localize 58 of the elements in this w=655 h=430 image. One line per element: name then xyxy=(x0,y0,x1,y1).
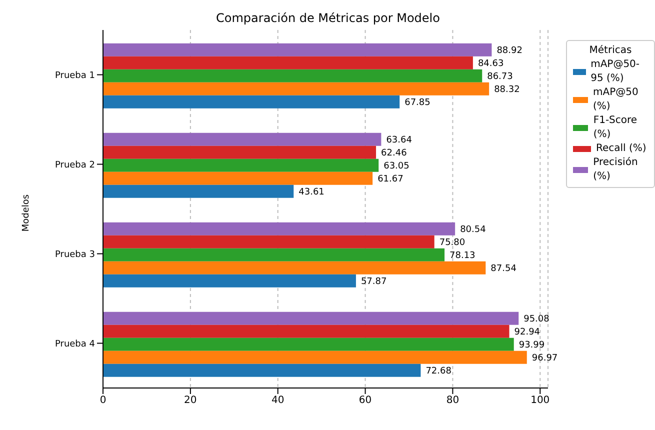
data-label: 86.73 xyxy=(487,72,513,82)
data-label: 43.61 xyxy=(298,188,324,198)
bar xyxy=(103,338,514,351)
bar xyxy=(103,56,473,70)
data-label: 87.54 xyxy=(490,264,517,274)
data-label: 93.99 xyxy=(518,340,545,351)
x-tick-label: 20 xyxy=(184,395,197,406)
x-tick-label: 60 xyxy=(358,395,372,406)
bar xyxy=(103,248,445,262)
y-axis-title: Modelos xyxy=(22,194,32,232)
bar xyxy=(103,132,382,146)
legend-label: mAP@50-95 (%) xyxy=(590,58,641,86)
data-label: 95.08 xyxy=(524,314,550,325)
bar xyxy=(103,158,379,172)
data-label: 63.05 xyxy=(384,162,410,172)
bar xyxy=(103,312,519,325)
x-tick-label: 0 xyxy=(100,395,106,406)
legend-label: Precisión (%) xyxy=(593,156,639,184)
bar xyxy=(103,261,486,274)
bar xyxy=(103,350,527,364)
data-label: 63.64 xyxy=(386,136,412,146)
y-tick-label: Prueba 3 xyxy=(54,250,95,260)
legend-label: Recall (%) xyxy=(596,142,646,156)
bar xyxy=(103,274,356,288)
x-tick-label: 80 xyxy=(446,395,460,406)
y-tick-label: Prueba 2 xyxy=(54,160,95,170)
legend-label: mAP@50 (%) xyxy=(593,86,640,114)
data-label: 62.46 xyxy=(381,148,408,159)
bar xyxy=(103,172,373,185)
bar xyxy=(103,146,376,159)
data-label: 88.32 xyxy=(494,85,520,96)
data-label: 57.87 xyxy=(360,277,387,288)
bar xyxy=(103,82,490,96)
bar xyxy=(103,184,294,198)
bar xyxy=(103,364,421,377)
chart-title: Comparación de Métricas por Modelo xyxy=(215,11,441,25)
data-label: 72.68 xyxy=(426,366,452,377)
data-label: 84.63 xyxy=(478,59,504,70)
data-label: 80.54 xyxy=(460,225,486,236)
data-label: 92.94 xyxy=(514,328,540,338)
bar xyxy=(103,324,510,338)
x-tick-label: 100 xyxy=(530,395,550,406)
data-label: 67.85 xyxy=(404,98,430,108)
legend-label: F1-Score (%) xyxy=(593,114,638,142)
x-tick-label: 40 xyxy=(271,395,284,406)
data-label: 78.13 xyxy=(450,251,476,262)
data-label: 88.92 xyxy=(496,46,522,56)
legend-title: Métricas xyxy=(588,44,633,58)
bar xyxy=(103,222,456,236)
bar xyxy=(103,69,482,82)
data-label: 96.97 xyxy=(532,354,558,364)
data-label: 75.80 xyxy=(439,238,466,248)
y-tick-label: Prueba 1 xyxy=(54,70,95,81)
bar xyxy=(103,95,400,108)
y-tick-label: Prueba 4 xyxy=(54,339,96,350)
data-label: 61.67 xyxy=(378,174,404,185)
bar xyxy=(103,43,492,56)
bar xyxy=(103,235,434,248)
